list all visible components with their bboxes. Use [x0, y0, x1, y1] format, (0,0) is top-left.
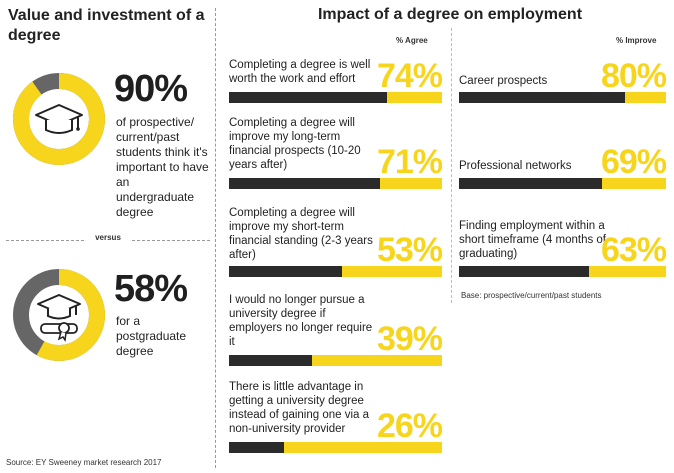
bar-category-label: Completing a degree is well worth the wo… [229, 59, 371, 85]
bar-value-fill [229, 266, 342, 277]
bar-value-fill [459, 92, 625, 103]
bar-track [459, 178, 666, 189]
improve-column-header: % Improve [616, 36, 657, 45]
panel-divider [215, 8, 216, 468]
bar-value-label: 26% [376, 407, 443, 445]
stat-postgraduate-value: 58% [114, 268, 188, 310]
donut-chart-postgraduate [13, 269, 105, 361]
donut-segment-undergraduate [13, 73, 105, 165]
bar-value-label: 69% [600, 143, 667, 181]
bar-track [229, 178, 442, 189]
bar-category-label: Finding employment within a short timefr… [459, 220, 606, 260]
versus-divider-right [132, 240, 210, 241]
bar-value-fill [459, 266, 590, 277]
bar-track [229, 442, 442, 453]
right-panel-title: Impact of a degree on employment [317, 6, 583, 23]
stat-undergraduate-value: 90% [114, 68, 188, 110]
graduation-cap-diploma-icon [37, 294, 81, 343]
versus-divider-left [6, 240, 84, 241]
agree-column-header: % Agree [396, 36, 428, 45]
bar-track [459, 266, 666, 277]
bar-value-fill [229, 92, 387, 103]
bar-value-label: 80% [600, 57, 667, 95]
left-panel-title: Value and investment of a degree [8, 7, 205, 44]
column-divider [451, 28, 452, 303]
bar-category-label: Completing a degree will improve my shor… [229, 207, 373, 261]
bar-category-label: I would no longer pursue a university de… [229, 294, 373, 348]
bar-value-label: 63% [600, 231, 667, 269]
base-note: Base: prospective/current/past students [461, 291, 602, 300]
bar-value-fill [229, 355, 313, 366]
donut-segment-postgraduate [13, 269, 105, 361]
bar-category-label: Completing a degree will improve my long… [229, 117, 361, 171]
bar-value-fill [229, 178, 381, 189]
bar-category-label: There is little advantage in getting a u… [229, 381, 370, 435]
bar-category-label: Career prospects [459, 75, 548, 87]
bar-value-label: 74% [376, 57, 443, 95]
bar-track [229, 266, 442, 277]
bar-category-label: Professional networks [459, 160, 572, 172]
bar-track [229, 92, 442, 103]
stat-postgraduate-text: for a postgraduate degree [116, 314, 187, 358]
bar-track [459, 92, 666, 103]
stat-undergraduate-text: of prospective/ current/past students th… [116, 115, 209, 219]
bar-track [229, 355, 442, 366]
source-note: Source: EY Sweeney market research 2017 [6, 458, 162, 467]
bar-value-label: 71% [376, 143, 443, 181]
graduation-cap-icon [35, 104, 83, 134]
bar-value-label: 53% [376, 231, 443, 269]
donut-chart-undergraduate [13, 73, 105, 165]
bar-value-fill [229, 442, 285, 453]
bar-value-fill [459, 178, 602, 189]
versus-label: versus [95, 233, 121, 242]
bar-value-label: 39% [376, 320, 443, 358]
